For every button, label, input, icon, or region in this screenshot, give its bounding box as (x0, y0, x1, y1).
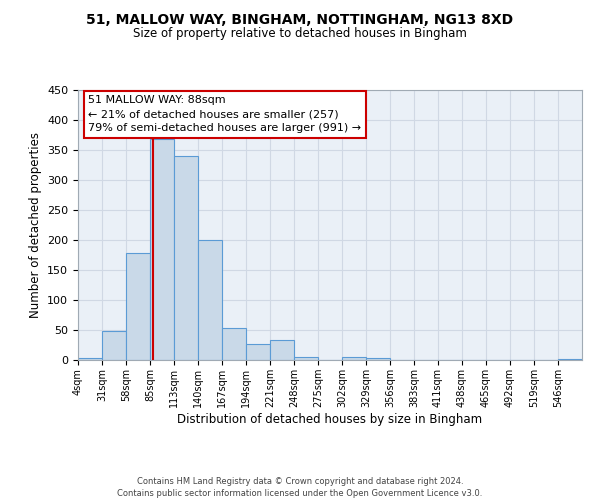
Bar (150, 138, 174, 360)
Bar (78, 358, 102, 360)
Bar (558, 359, 582, 360)
Bar (174, 156, 198, 360)
Bar (294, 357, 318, 360)
Bar (366, 358, 390, 360)
Text: 51 MALLOW WAY: 88sqm
← 21% of detached houses are smaller (257)
79% of semi-deta: 51 MALLOW WAY: 88sqm ← 21% of detached h… (88, 96, 361, 134)
Bar (270, 340, 294, 360)
Bar (222, 328, 246, 360)
Bar (246, 344, 270, 360)
X-axis label: Distribution of detached houses by size in Bingham: Distribution of detached houses by size … (178, 412, 482, 426)
Text: Size of property relative to detached houses in Bingham: Size of property relative to detached ho… (133, 28, 467, 40)
Bar (198, 240, 222, 360)
Bar (342, 357, 366, 360)
Text: Contains HM Land Registry data © Crown copyright and database right 2024.
Contai: Contains HM Land Registry data © Crown c… (118, 476, 482, 498)
Text: 51, MALLOW WAY, BINGHAM, NOTTINGHAM, NG13 8XD: 51, MALLOW WAY, BINGHAM, NOTTINGHAM, NG1… (86, 12, 514, 26)
Y-axis label: Number of detached properties: Number of detached properties (29, 132, 41, 318)
Bar (126, 252, 150, 360)
Bar (102, 330, 126, 360)
